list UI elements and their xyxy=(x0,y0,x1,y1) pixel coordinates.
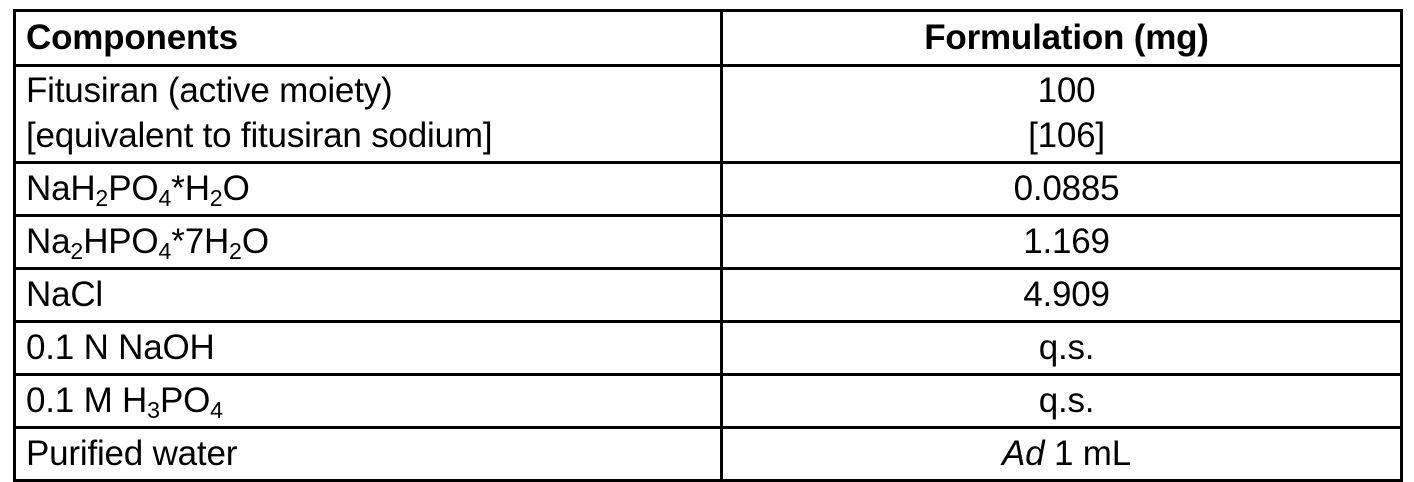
cell-component-disodium-phosphate: Na2HPO4*7H2O xyxy=(15,216,722,269)
formula-subscript: 4 xyxy=(210,397,223,423)
formula-part: O xyxy=(242,222,269,261)
formulation-table-container: Components Formulation (mg) Fitusiran (a… xyxy=(13,9,1400,456)
cell-component-sodium-chloride: NaCl xyxy=(15,269,722,322)
cell-component-fitusiran: Fitusiran (active moiety) [equivalent to… xyxy=(15,66,722,163)
column-header-components: Components xyxy=(15,11,722,66)
component-primary-name: Fitusiran (active moiety) xyxy=(26,69,720,114)
component-equivalent-note: [equivalent to fitusiran sodium] xyxy=(26,114,720,159)
formula-part: NaH xyxy=(26,169,95,208)
formula-subscript: 4 xyxy=(158,238,171,264)
formula-subscript: 3 xyxy=(147,397,160,423)
cell-component-phosphoric-acid: 0.1 M H3PO4 xyxy=(15,375,722,428)
value-latin-abbreviation: Ad xyxy=(1002,434,1044,473)
formula-part: PO xyxy=(108,169,158,208)
cell-value-purified-water: Ad 1 mL xyxy=(722,428,1402,481)
column-header-formulation: Formulation (mg) xyxy=(722,11,1402,66)
formula-part: Na xyxy=(26,222,70,261)
cell-component-sodium-hydroxide: 0.1 N NaOH xyxy=(15,322,722,375)
cell-value-monosodium-phosphate: 0.0885 xyxy=(722,163,1402,216)
formula-subscript: 2 xyxy=(229,238,242,264)
formula-part: O xyxy=(223,169,250,208)
formula-subscript: 4 xyxy=(158,185,171,211)
table-row: Na2HPO4*7H2O 1.169 xyxy=(15,216,1402,269)
cell-value-sodium-hydroxide: q.s. xyxy=(722,322,1402,375)
formula-part: 0.1 M H xyxy=(26,381,147,420)
formula-part: PO xyxy=(160,381,210,420)
value-volume: 1 mL xyxy=(1044,434,1131,473)
formula-part: *7H xyxy=(171,222,229,261)
cell-component-monosodium-phosphate: NaH2PO4*H2O xyxy=(15,163,722,216)
cell-value-phosphoric-acid: q.s. xyxy=(722,375,1402,428)
table-row: NaCl 4.909 xyxy=(15,269,1402,322)
cell-value-sodium-chloride: 4.909 xyxy=(722,269,1402,322)
table-body: Fitusiran (active moiety) [equivalent to… xyxy=(15,66,1402,481)
formula-part: *H xyxy=(171,169,210,208)
formula-subscript: 2 xyxy=(210,185,223,211)
table-row: 0.1 N NaOH q.s. xyxy=(15,322,1402,375)
table-row: Fitusiran (active moiety) [equivalent to… xyxy=(15,66,1402,163)
table-header-row: Components Formulation (mg) xyxy=(15,11,1402,66)
formula-subscript: 2 xyxy=(70,238,83,264)
table-row: Purified water Ad 1 mL xyxy=(15,428,1402,481)
formula-subscript: 2 xyxy=(95,185,108,211)
value-primary-amount: 100 xyxy=(733,69,1400,114)
table-row: 0.1 M H3PO4 q.s. xyxy=(15,375,1402,428)
table-header: Components Formulation (mg) xyxy=(15,11,1402,66)
formulation-table: Components Formulation (mg) Fitusiran (a… xyxy=(13,9,1403,482)
table-row: NaH2PO4*H2O 0.0885 xyxy=(15,163,1402,216)
cell-value-fitusiran: 100 [106] xyxy=(722,66,1402,163)
value-equivalent-amount: [106] xyxy=(733,114,1400,159)
cell-value-disodium-phosphate: 1.169 xyxy=(722,216,1402,269)
cell-component-purified-water: Purified water xyxy=(15,428,722,481)
formula-part: HPO xyxy=(83,222,158,261)
